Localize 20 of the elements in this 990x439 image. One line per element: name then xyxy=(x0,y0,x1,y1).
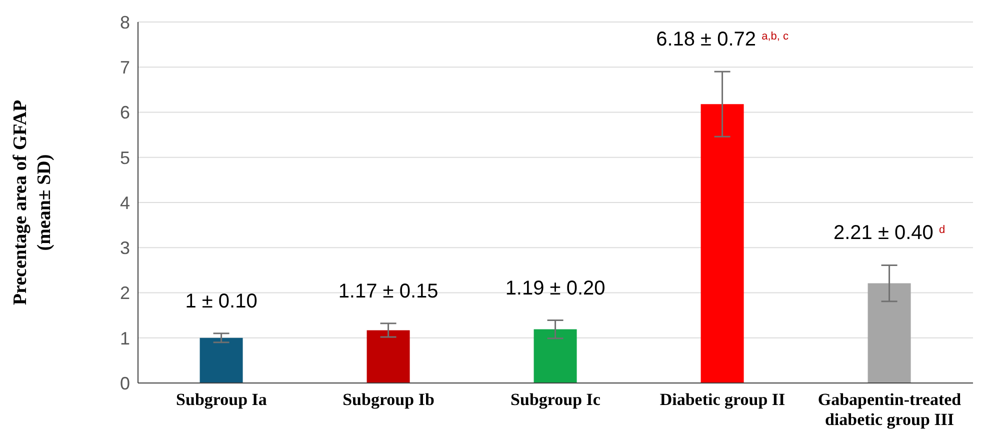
x-tick-label: Gabapentin-treated diabetic group III xyxy=(818,390,962,429)
y-tick-label: 0 xyxy=(120,373,130,394)
x-tick-label: Subgroup Ib xyxy=(342,390,434,409)
data-label: 6.18 ± 0.72 $^{a,b, c}$ xyxy=(656,28,789,51)
x-tick-label: Subgroup Ia xyxy=(176,390,268,409)
y-tick-label: 8 xyxy=(120,12,130,32)
y-tick-label: 7 xyxy=(120,58,130,78)
x-tick-label: Subgroup Ic xyxy=(510,390,601,409)
y-tick-label: 3 xyxy=(120,238,130,258)
y-axis-title: Precentage area of GFAP (mean± SD) xyxy=(10,100,55,306)
y-tick-label: 4 xyxy=(120,192,130,213)
data-label: 1.19 ± 0.20 xyxy=(505,277,606,300)
y-tick-label: 1 xyxy=(120,328,130,348)
x-tick-label: Diabetic group II xyxy=(660,390,786,409)
y-tick-label: 5 xyxy=(120,148,130,168)
data-label: 1.17 ± 0.15 xyxy=(338,280,438,302)
y-tick-label: 2 xyxy=(120,283,130,304)
data-label: 2.21 ± 0.40 $^{d}$ xyxy=(833,222,946,244)
data-label: 1 ± 0.10 xyxy=(185,290,258,312)
y-tick-label: 6 xyxy=(120,102,130,123)
